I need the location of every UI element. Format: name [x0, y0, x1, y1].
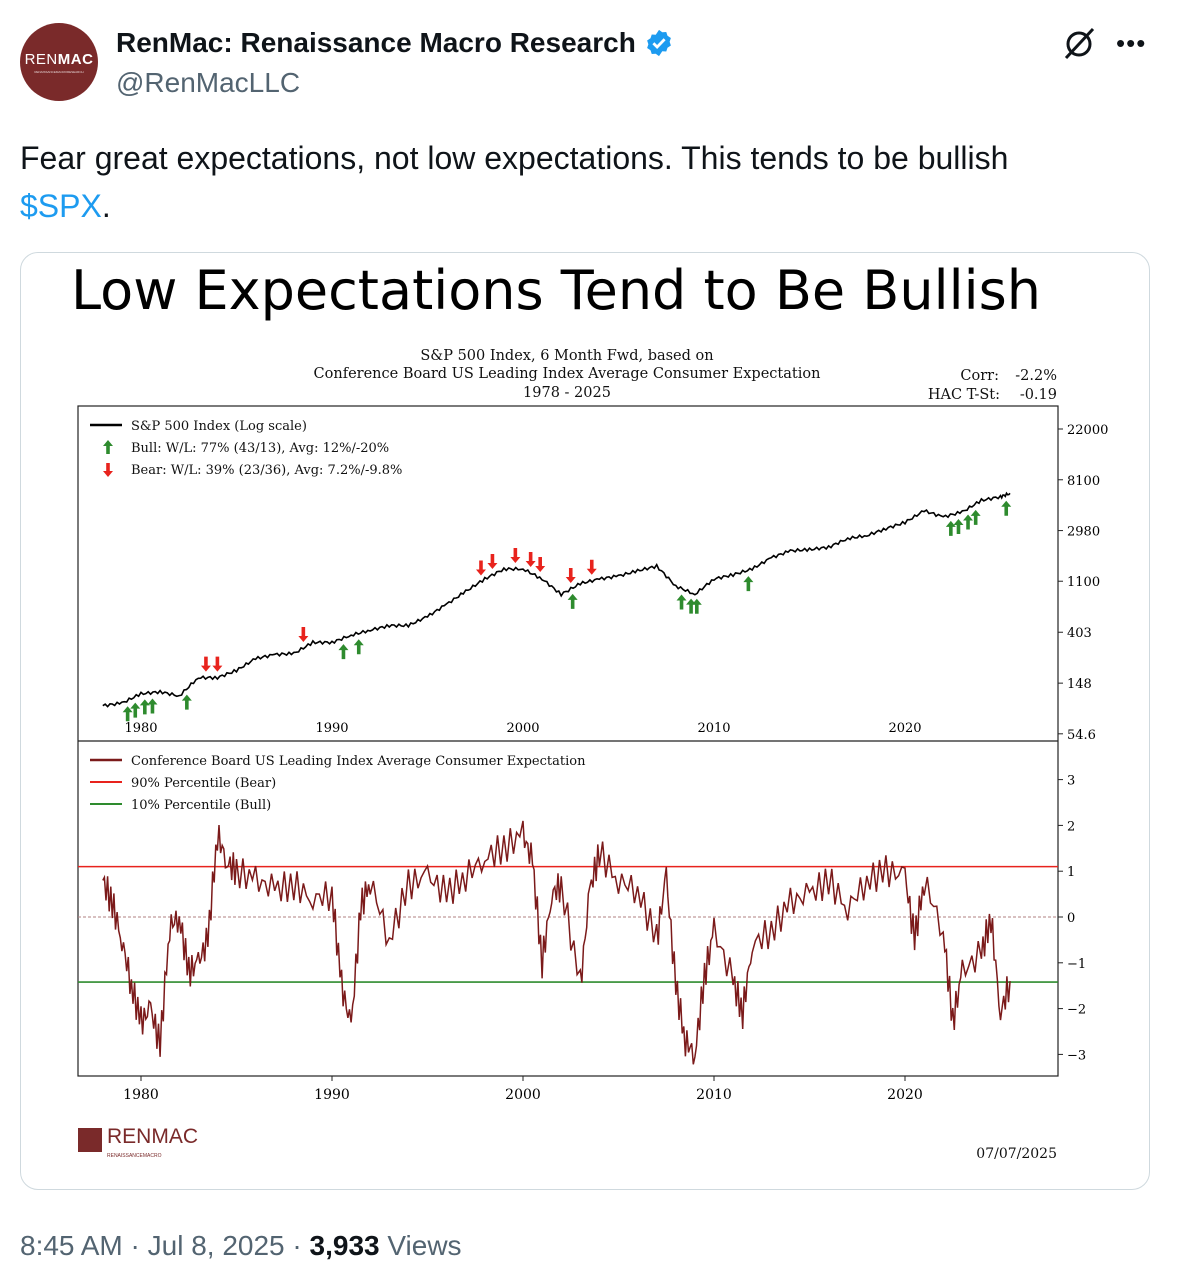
- x-tick-label-top: 2000: [506, 721, 539, 736]
- y-tick-label-top: 148: [1067, 677, 1092, 692]
- x-tick-label: 2000: [505, 1087, 541, 1103]
- x-tick-label: 2010: [696, 1087, 732, 1103]
- sep: ·: [284, 1230, 310, 1261]
- y-tick-label-bottom: 1: [1067, 865, 1075, 880]
- y-tick-label-top: 2980: [1067, 525, 1100, 540]
- y-tick-label-top: 403: [1067, 626, 1092, 641]
- bear-signal-arrow: [200, 656, 211, 672]
- expectation-line: [102, 820, 1011, 1065]
- corr-label: Corr:: [960, 368, 999, 384]
- tweet-body: Fear great expectations, not low expecta…: [20, 140, 1009, 176]
- bull-signal-arrow: [686, 598, 697, 614]
- bull-signal-arrow: [338, 644, 349, 660]
- tweet-footer: 8:45 AM · Jul 8, 2025 · 3,933 Views: [20, 1230, 462, 1262]
- chart-title: Low Expectations Tend to Be Bullish: [71, 259, 1041, 322]
- y-tick-label-bottom: −2: [1067, 1003, 1086, 1018]
- renmac-logo-icon: [78, 1128, 102, 1152]
- bull-signal-arrow: [743, 576, 754, 592]
- bull-signal-arrow: [963, 514, 974, 530]
- bull-signal-arrow: [147, 698, 158, 714]
- spx-line: [102, 491, 1011, 708]
- tweet-end: .: [101, 188, 111, 224]
- renmac-logo-subtext: RENAISSANCEMACRO: [107, 1153, 162, 1159]
- chart-subtitle-1: S&P 500 Index, 6 Month Fwd, based on: [420, 348, 713, 364]
- x-tick-label: 1980: [123, 1087, 159, 1103]
- bull-signal-arrow: [1001, 500, 1012, 516]
- x-tick-label-top: 2010: [697, 721, 730, 736]
- bull-signal-arrow: [122, 706, 133, 722]
- legend-bull: Bull: W/L: 77% (43/13), Avg: 12%/-20%: [131, 441, 389, 456]
- author-handle[interactable]: @RenMacLLC: [116, 67, 301, 98]
- bear-signal-arrow: [487, 553, 498, 569]
- bull-signal-arrow: [567, 593, 578, 609]
- legend-bear: Bear: W/L: 39% (23/36), Avg: 7.2%/-9.8%: [131, 463, 402, 478]
- bull-signal-arrow: [353, 639, 364, 655]
- bull-signal-arrow: [130, 702, 141, 718]
- bear-signal-arrow: [298, 626, 309, 642]
- author-name-text: RenMac: Renaissance Macro Research: [116, 27, 636, 58]
- corr-value: -2.2%: [1015, 368, 1057, 384]
- chart-svg: Low Expectations Tend to Be Bullish S&P …: [71, 259, 1108, 1162]
- y-tick-label-bottom: 0: [1067, 911, 1075, 926]
- tweet-date[interactable]: Jul 8, 2025: [147, 1230, 285, 1261]
- x-tick-label: 1990: [314, 1087, 350, 1103]
- avatar[interactable]: RENMAC RENAISSANCEMACRORESEARCH: [20, 23, 98, 101]
- hac-label: HAC T-St:: [928, 387, 1000, 403]
- bull-signal-arrow: [945, 520, 956, 536]
- views-count: 3,933: [309, 1230, 380, 1261]
- y-tick-label-top: 1100: [1067, 575, 1100, 590]
- legend-bull-line: 10% Percentile (Bull): [131, 798, 271, 813]
- x-tick-label-top: 1980: [124, 721, 157, 736]
- bear-signal-arrow: [586, 559, 597, 575]
- renmac-logo-text: RENMAC: [107, 1125, 198, 1148]
- bull-signal-arrow: [953, 518, 964, 534]
- chart-date: 07/07/2025: [976, 1146, 1057, 1162]
- tweet-text: Fear great expectations, not low expecta…: [20, 134, 1150, 230]
- bull-signal-arrow: [139, 699, 150, 715]
- y-tick-label-bottom: 2: [1067, 819, 1075, 834]
- bear-signal-arrow: [565, 567, 576, 583]
- y-tick-label-top: 22000: [1067, 423, 1108, 438]
- x-tick-label-top: 2020: [888, 721, 921, 736]
- views-label: Views: [387, 1230, 462, 1261]
- x-tick-label-top: 1990: [315, 721, 348, 736]
- bear-signal-arrow: [525, 551, 536, 567]
- avatar-subtext: RENAISSANCEMACRORESEARCH: [34, 69, 84, 74]
- bull-signal-arrow: [970, 509, 981, 525]
- y-tick-label-bottom: −1: [1067, 957, 1086, 972]
- bull-signal-arrow: [691, 598, 702, 614]
- y-tick-label-top: 54.6: [1067, 728, 1096, 743]
- more-options-icon[interactable]: •••: [1116, 28, 1147, 58]
- chart-subtitle-2: Conference Board US Leading Index Averag…: [314, 366, 821, 382]
- legend-spx: S&P 500 Index (Log scale): [131, 419, 307, 434]
- bear-signal-arrow: [475, 560, 486, 576]
- bear-signal-arrow: [212, 656, 223, 672]
- y-tick-label-bottom: −3: [1067, 1048, 1086, 1063]
- grok-icon[interactable]: [1060, 24, 1098, 62]
- bear-arrow-icon: [103, 463, 113, 477]
- y-tick-label-bottom: 3: [1067, 774, 1075, 789]
- bear-signal-arrow: [510, 547, 521, 563]
- avatar-text: REN: [24, 50, 58, 68]
- bear-signal-arrow: [535, 556, 546, 572]
- cashtag-link[interactable]: $SPX: [20, 188, 102, 224]
- tweet-time[interactable]: 8:45 AM: [20, 1230, 123, 1261]
- bull-arrow-icon: [103, 440, 113, 454]
- legend-bear-line: 90% Percentile (Bear): [131, 776, 276, 791]
- verified-badge-icon: [646, 29, 671, 57]
- sep: ·: [122, 1230, 148, 1261]
- y-tick-label-top: 8100: [1067, 474, 1100, 489]
- hac-value: -0.19: [1020, 387, 1057, 403]
- author-name[interactable]: RenMac: Renaissance Macro Research: [116, 27, 674, 59]
- avatar-text-bold: MAC: [57, 50, 94, 68]
- chart-image[interactable]: Low Expectations Tend to Be Bullish S&P …: [20, 252, 1150, 1190]
- bull-signal-arrow: [676, 594, 687, 610]
- x-tick-label: 2020: [887, 1087, 923, 1103]
- legend-expect: Conference Board US Leading Index Averag…: [131, 754, 586, 769]
- chart-subtitle-3: 1978 - 2025: [523, 385, 611, 401]
- bull-signal-arrow: [181, 694, 192, 710]
